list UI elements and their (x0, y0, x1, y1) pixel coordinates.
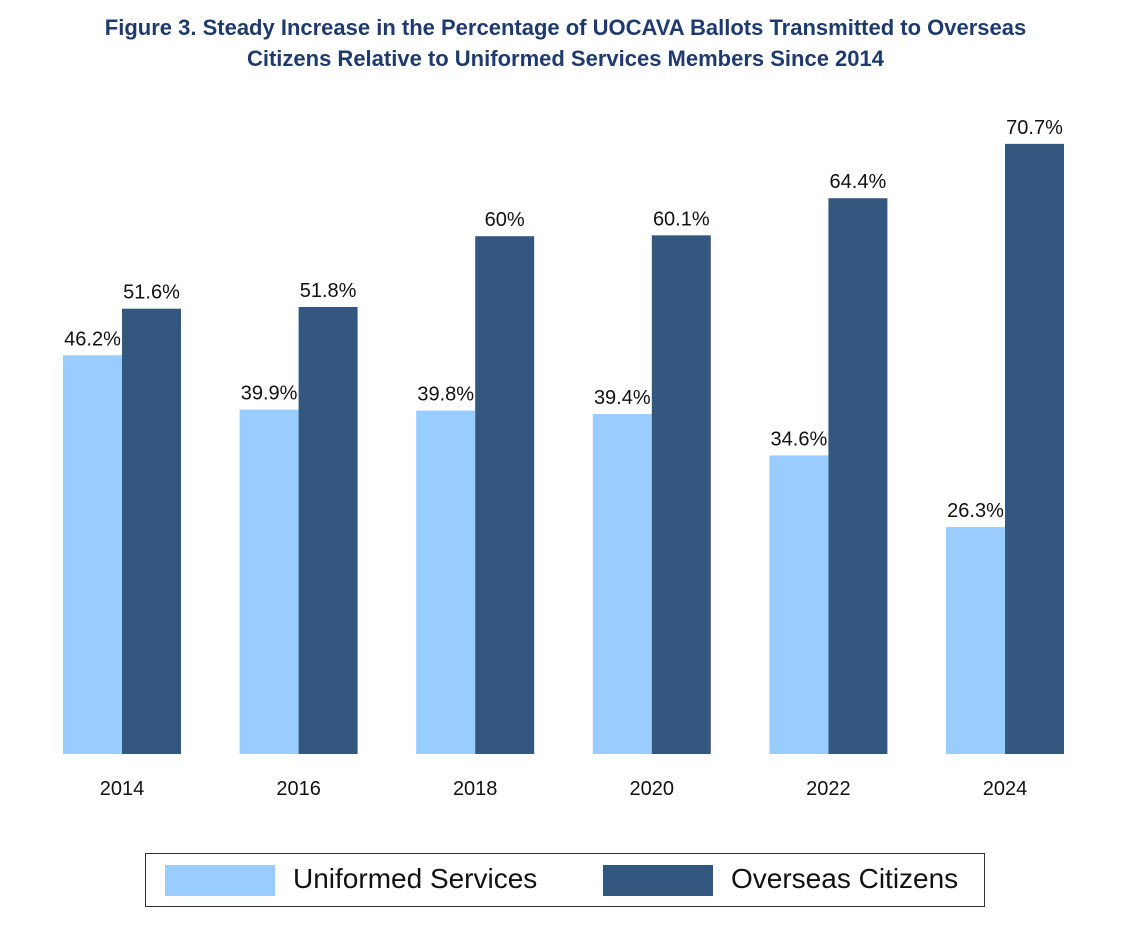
bar-overseas-2014 (122, 308, 181, 754)
x-tick-label-2020: 2020 (630, 778, 675, 800)
legend: Uniformed Services Overseas Citizens (145, 853, 985, 907)
bar-uniformed-2018 (416, 410, 476, 754)
legend-swatch-uniformed (165, 865, 275, 896)
data-label-overseas-2024: 70.7% (1006, 117, 1063, 139)
x-tick-label-2024: 2024 (983, 778, 1028, 800)
bar-overseas-2016 (298, 306, 358, 754)
bar-chart: 46.2% 51.6% 2014 39.9% 51.8% 2016 39.8% 60% 2018… (63, 117, 1064, 800)
legend-label-uniformed: Uniformed Services (293, 863, 538, 894)
x-tick-label-2016: 2016 (276, 778, 321, 800)
data-label-uniformed-2020: 39.4% (594, 387, 651, 409)
bar-overseas-2018 (475, 236, 535, 754)
bar-uniformed-2024 (946, 527, 1005, 754)
bar-uniformed-2014 (63, 355, 122, 754)
bar-uniformed-2022 (769, 455, 829, 754)
x-tick-label-2014: 2014 (100, 778, 145, 800)
data-label-overseas-2014: 51.6% (123, 282, 180, 304)
data-label-uniformed-2024: 26.3% (947, 500, 1004, 522)
data-label-uniformed-2016: 39.9% (241, 383, 298, 405)
bar-overseas-2024 (1005, 143, 1064, 754)
x-tick-label-2018: 2018 (453, 778, 498, 800)
bar-uniformed-2016 (239, 409, 299, 754)
data-label-uniformed-2014: 46.2% (64, 328, 121, 350)
data-label-overseas-2022: 64.4% (830, 171, 887, 193)
data-label-overseas-2018: 60% (485, 209, 525, 231)
title-line-1: Figure 3. Steady Increase in the Percent… (104, 15, 1027, 40)
bar-overseas-2022 (828, 198, 888, 754)
data-label-overseas-2020: 60.1% (653, 208, 710, 230)
title-line-2: Citizens Relative to Uniformed Services … (246, 46, 885, 71)
x-tick-label-2022: 2022 (806, 778, 851, 800)
bar-overseas-2020 (651, 235, 711, 754)
data-label-uniformed-2022: 34.6% (771, 428, 828, 450)
bar-uniformed-2020 (592, 413, 652, 754)
chart-title: Figure 3. Steady Increase in the Percent… (0, 12, 1131, 74)
legend-label-overseas: Overseas Citizens (731, 863, 959, 894)
legend-swatch-overseas (603, 865, 713, 896)
data-label-overseas-2016: 51.8% (300, 280, 357, 302)
data-label-uniformed-2018: 39.8% (417, 384, 474, 406)
